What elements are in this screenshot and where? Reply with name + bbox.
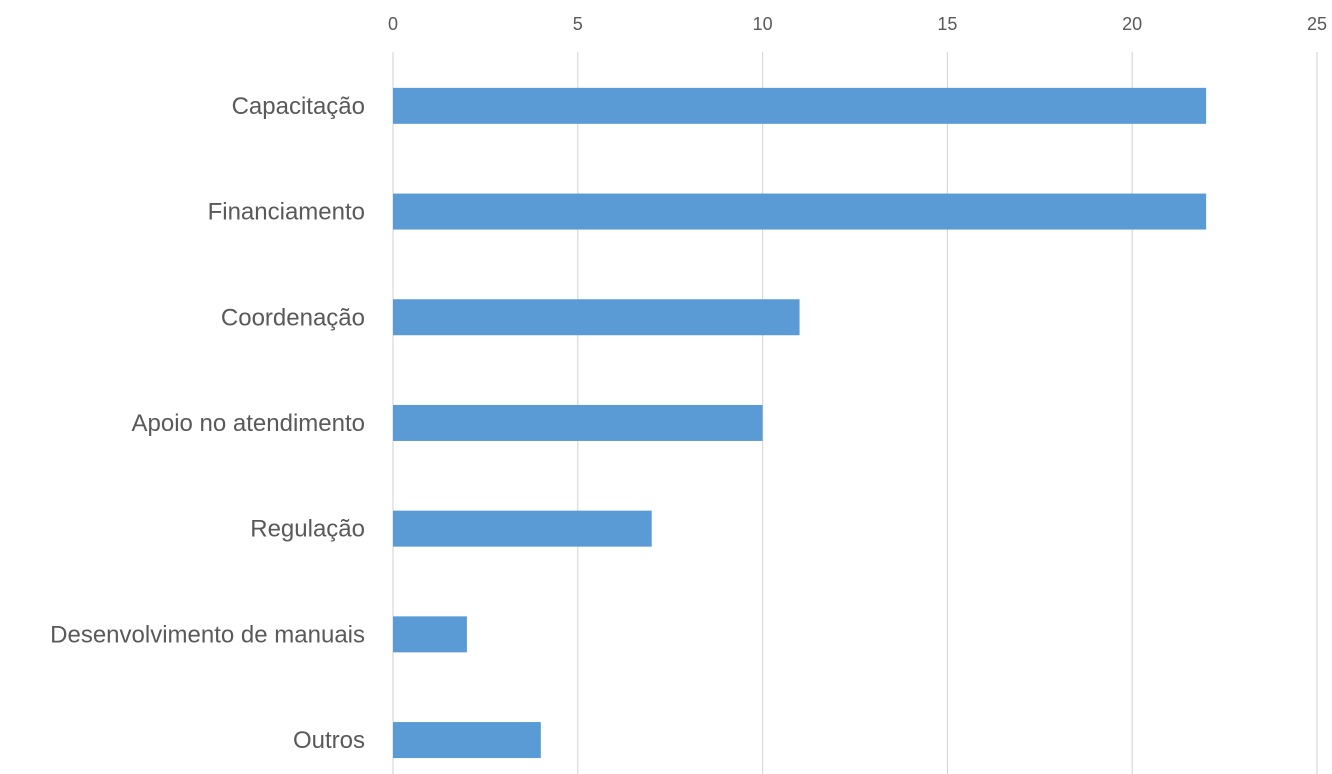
x-tick-label: 10 <box>753 14 773 34</box>
category-label: Financiamento <box>208 199 365 226</box>
x-tick-label: 20 <box>1122 14 1142 34</box>
bar <box>393 510 652 547</box>
bar <box>393 722 541 759</box>
category-label: Apoio no atendimento <box>131 410 365 437</box>
bar <box>393 193 1207 230</box>
x-tick-label: 25 <box>1307 14 1327 34</box>
category-label: Regulação <box>250 516 365 543</box>
bar <box>393 404 763 441</box>
category-label: Capacitação <box>232 93 365 120</box>
category-label: Coordenação <box>221 304 365 331</box>
bar <box>393 299 800 336</box>
x-tick-label: 0 <box>388 14 398 34</box>
bar <box>393 616 467 653</box>
category-label: Outros <box>293 727 365 754</box>
category-label: Desenvolvimento de manuais <box>50 621 365 648</box>
bars <box>393 87 1207 759</box>
x-tick-label: 15 <box>937 14 957 34</box>
x-axis-ticks: 0 5 10 15 20 25 <box>388 14 1327 34</box>
y-axis-categories: Capacitação Financiamento Coordenação Apoio… <box>50 93 365 754</box>
bar <box>393 87 1207 124</box>
x-tick-label: 5 <box>573 14 583 34</box>
